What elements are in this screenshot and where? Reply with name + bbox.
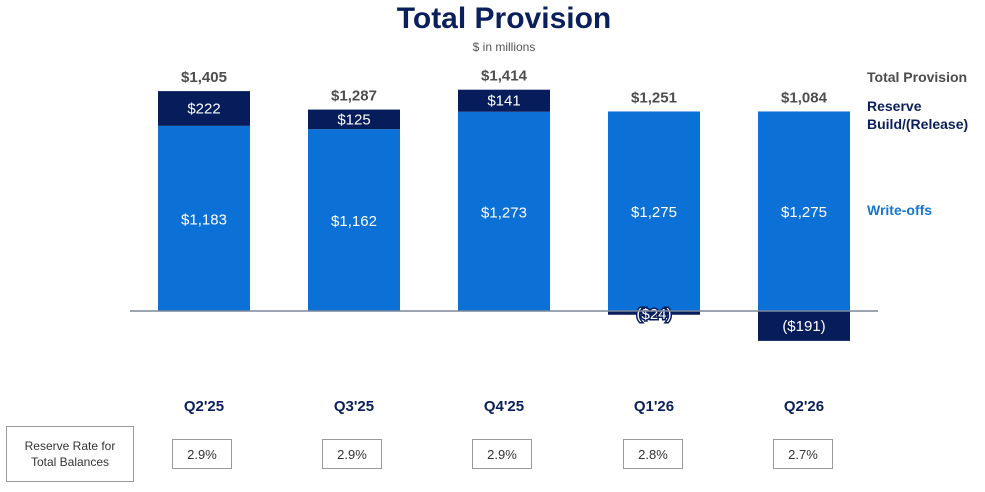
- reserve-bar: [758, 311, 850, 341]
- chart-title: Total Provision: [396, 2, 612, 35]
- reserve-rate-value: 2.9%: [322, 439, 382, 469]
- legend-write-offs: Write-offs: [867, 202, 933, 218]
- write-offs-bar: [608, 111, 700, 312]
- category-label: Q2'25: [184, 398, 224, 415]
- write-offs-value-label: $1,183: [181, 211, 227, 228]
- reserve-value-label: $125: [337, 111, 370, 128]
- reserve-value-label: ($24): [636, 306, 671, 323]
- write-offs-value-label: $1,275: [781, 204, 827, 221]
- reserve-rate-value: 2.9%: [472, 439, 532, 469]
- reserve-value-label: ($191): [782, 318, 825, 335]
- reserve-rate-value: 2.7%: [773, 439, 833, 469]
- total-provision-label: $1,414: [481, 68, 528, 85]
- write-offs-bar: [308, 129, 400, 311]
- total-provision-label: $1,084: [781, 89, 828, 106]
- write-offs-bar: [758, 111, 850, 312]
- category-label: Q4'25: [484, 398, 524, 415]
- reserve-value-label: $141: [487, 93, 520, 110]
- reserve-rate-label: Reserve Rate for Total Balances: [6, 426, 134, 482]
- reserve-bar: [158, 91, 250, 126]
- category-label: Q2'26: [784, 398, 824, 415]
- reserve-rate-value: 2.8%: [623, 439, 683, 469]
- legend-total-provision: Total Provision: [867, 69, 968, 85]
- reserve-bar: [308, 109, 400, 130]
- reserve-value-label: $222: [187, 100, 220, 117]
- write-offs-bar: [158, 125, 250, 311]
- category-label: Q1'26: [634, 398, 674, 415]
- legend-reserve-build-release: Reserve Build/(Release): [867, 98, 969, 132]
- write-offs-value-label: $1,162: [331, 213, 377, 230]
- total-provision-label: $1,405: [181, 69, 227, 86]
- total-provision-label: $1,287: [331, 88, 377, 105]
- reserve-bar: [458, 89, 550, 112]
- chart-subtitle: $ in millions: [472, 40, 536, 54]
- reserve-rate-value: 2.9%: [172, 439, 232, 469]
- reserve-bar: [608, 311, 700, 315]
- total-provision-label: $1,251: [631, 89, 677, 106]
- write-offs-value-label: $1,273: [481, 204, 527, 221]
- category-label: Q3'25: [334, 398, 374, 415]
- write-offs-bar: [458, 111, 550, 311]
- write-offs-value-label: $1,275: [631, 204, 677, 221]
